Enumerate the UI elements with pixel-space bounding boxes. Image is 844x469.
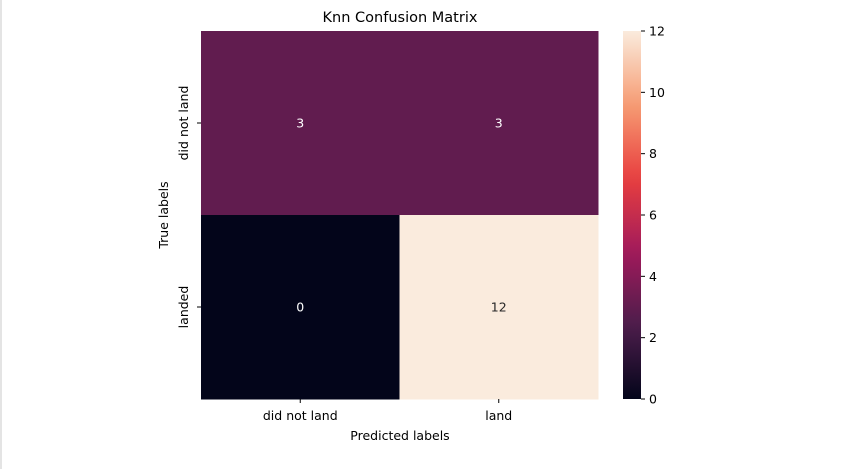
x-axis-ticks: did not land land xyxy=(263,399,512,423)
y-tick-label: did not land xyxy=(176,86,191,161)
cell-annotation: 0 xyxy=(296,300,304,315)
colorbar-tick-label: 8 xyxy=(649,146,657,161)
x-axis-label: Predicted labels xyxy=(350,428,449,443)
colorbar-tick-label: 6 xyxy=(649,208,657,223)
heatmap-cells: 3 3 0 12 xyxy=(201,31,599,400)
x-tick-label: did not land xyxy=(263,408,338,423)
colorbar xyxy=(623,31,641,399)
cell-annotation: 3 xyxy=(495,116,503,131)
colorbar-ticks: 0 2 4 6 8 10 12 xyxy=(641,24,665,407)
cell-annotation: 12 xyxy=(491,300,507,315)
colorbar-tick-label: 2 xyxy=(649,330,657,345)
chart-title: Knn Confusion Matrix xyxy=(323,10,478,26)
heatmap-cell xyxy=(201,215,400,400)
cell-annotation: 3 xyxy=(296,116,304,131)
y-axis-ticks: did not land landed xyxy=(176,86,201,329)
colorbar-tick-label: 10 xyxy=(649,85,665,100)
y-axis-label: True labels xyxy=(156,181,171,249)
colorbar-tick-label: 4 xyxy=(649,269,657,284)
heatmap-cell xyxy=(399,215,599,400)
y-tick-label: landed xyxy=(176,286,191,329)
window-edge xyxy=(0,0,2,469)
colorbar-tick-label: 12 xyxy=(649,24,665,39)
heatmap-cell xyxy=(399,31,599,216)
colorbar-tick-label: 0 xyxy=(649,392,657,407)
heatmap-cell xyxy=(201,31,400,216)
x-tick-label: land xyxy=(485,408,512,423)
